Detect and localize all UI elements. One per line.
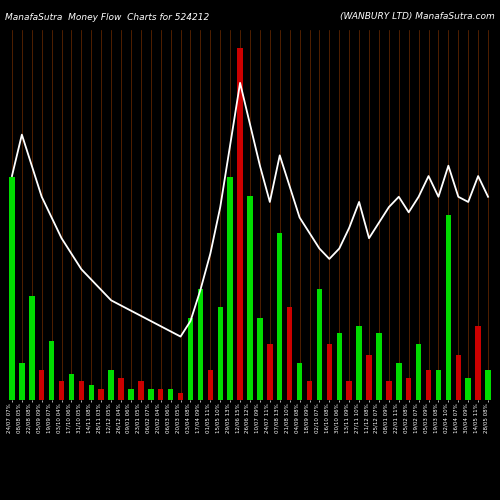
Bar bbox=[118, 378, 124, 400]
Bar bbox=[406, 378, 411, 400]
Bar bbox=[366, 356, 372, 400]
Bar bbox=[238, 48, 243, 400]
Bar bbox=[108, 370, 114, 400]
Bar bbox=[307, 382, 312, 400]
Bar bbox=[476, 326, 481, 400]
Bar bbox=[316, 288, 322, 400]
Bar bbox=[426, 370, 432, 400]
Bar bbox=[198, 288, 203, 400]
Bar bbox=[396, 363, 402, 400]
Bar bbox=[346, 382, 352, 400]
Bar bbox=[277, 233, 282, 400]
Bar bbox=[336, 333, 342, 400]
Bar bbox=[297, 363, 302, 400]
Bar bbox=[29, 296, 34, 400]
Bar bbox=[9, 178, 15, 400]
Bar bbox=[68, 374, 74, 400]
Bar bbox=[78, 382, 84, 400]
Bar bbox=[486, 370, 491, 400]
Bar bbox=[178, 392, 184, 400]
Bar bbox=[248, 196, 252, 400]
Bar bbox=[228, 178, 233, 400]
Bar bbox=[416, 344, 422, 400]
Bar bbox=[158, 389, 164, 400]
Bar bbox=[386, 382, 392, 400]
Bar bbox=[376, 333, 382, 400]
Bar bbox=[168, 389, 173, 400]
Bar bbox=[267, 344, 272, 400]
Text: ManafaSutra  Money Flow  Charts for 524212: ManafaSutra Money Flow Charts for 524212 bbox=[5, 12, 209, 22]
Bar bbox=[88, 385, 94, 400]
Bar bbox=[446, 214, 451, 400]
Bar bbox=[59, 382, 64, 400]
Bar bbox=[128, 389, 134, 400]
Bar bbox=[188, 318, 193, 400]
Bar bbox=[148, 389, 154, 400]
Bar bbox=[287, 308, 292, 400]
Bar bbox=[49, 340, 54, 400]
Bar bbox=[138, 382, 143, 400]
Bar bbox=[208, 370, 213, 400]
Text: (WANBURY LTD) ManafaSutra.com: (WANBURY LTD) ManafaSutra.com bbox=[340, 12, 495, 22]
Bar bbox=[326, 344, 332, 400]
Bar bbox=[436, 370, 441, 400]
Bar bbox=[466, 378, 471, 400]
Bar bbox=[456, 356, 461, 400]
Bar bbox=[356, 326, 362, 400]
Bar bbox=[39, 370, 44, 400]
Bar bbox=[218, 308, 223, 400]
Bar bbox=[19, 363, 24, 400]
Bar bbox=[257, 318, 262, 400]
Bar bbox=[98, 389, 104, 400]
